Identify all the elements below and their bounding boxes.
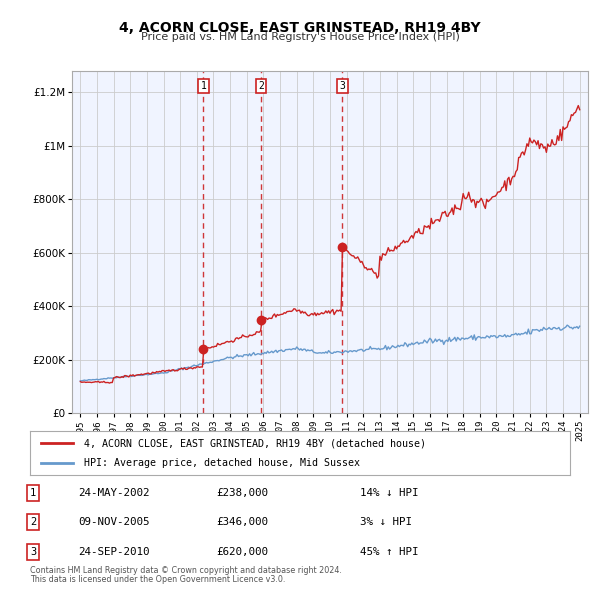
Text: Contains HM Land Registry data © Crown copyright and database right 2024.: Contains HM Land Registry data © Crown c…: [30, 566, 342, 575]
Text: 24-MAY-2002: 24-MAY-2002: [78, 488, 149, 497]
Text: 1: 1: [200, 81, 206, 91]
Text: 4, ACORN CLOSE, EAST GRINSTEAD, RH19 4BY (detached house): 4, ACORN CLOSE, EAST GRINSTEAD, RH19 4BY…: [84, 438, 426, 448]
Text: 2: 2: [30, 517, 36, 527]
Text: 14% ↓ HPI: 14% ↓ HPI: [360, 488, 419, 497]
Text: 3% ↓ HPI: 3% ↓ HPI: [360, 517, 412, 527]
Text: £620,000: £620,000: [216, 547, 268, 556]
Text: 09-NOV-2005: 09-NOV-2005: [78, 517, 149, 527]
Text: 3: 3: [30, 547, 36, 556]
Text: 2: 2: [258, 81, 264, 91]
Text: 3: 3: [339, 81, 345, 91]
Text: This data is licensed under the Open Government Licence v3.0.: This data is licensed under the Open Gov…: [30, 575, 286, 584]
Text: 45% ↑ HPI: 45% ↑ HPI: [360, 547, 419, 556]
Text: 4, ACORN CLOSE, EAST GRINSTEAD, RH19 4BY: 4, ACORN CLOSE, EAST GRINSTEAD, RH19 4BY: [119, 21, 481, 35]
Text: 1: 1: [30, 488, 36, 497]
Text: HPI: Average price, detached house, Mid Sussex: HPI: Average price, detached house, Mid …: [84, 458, 360, 467]
Text: 24-SEP-2010: 24-SEP-2010: [78, 547, 149, 556]
Text: £238,000: £238,000: [216, 488, 268, 497]
Text: £346,000: £346,000: [216, 517, 268, 527]
Text: Price paid vs. HM Land Registry's House Price Index (HPI): Price paid vs. HM Land Registry's House …: [140, 32, 460, 42]
